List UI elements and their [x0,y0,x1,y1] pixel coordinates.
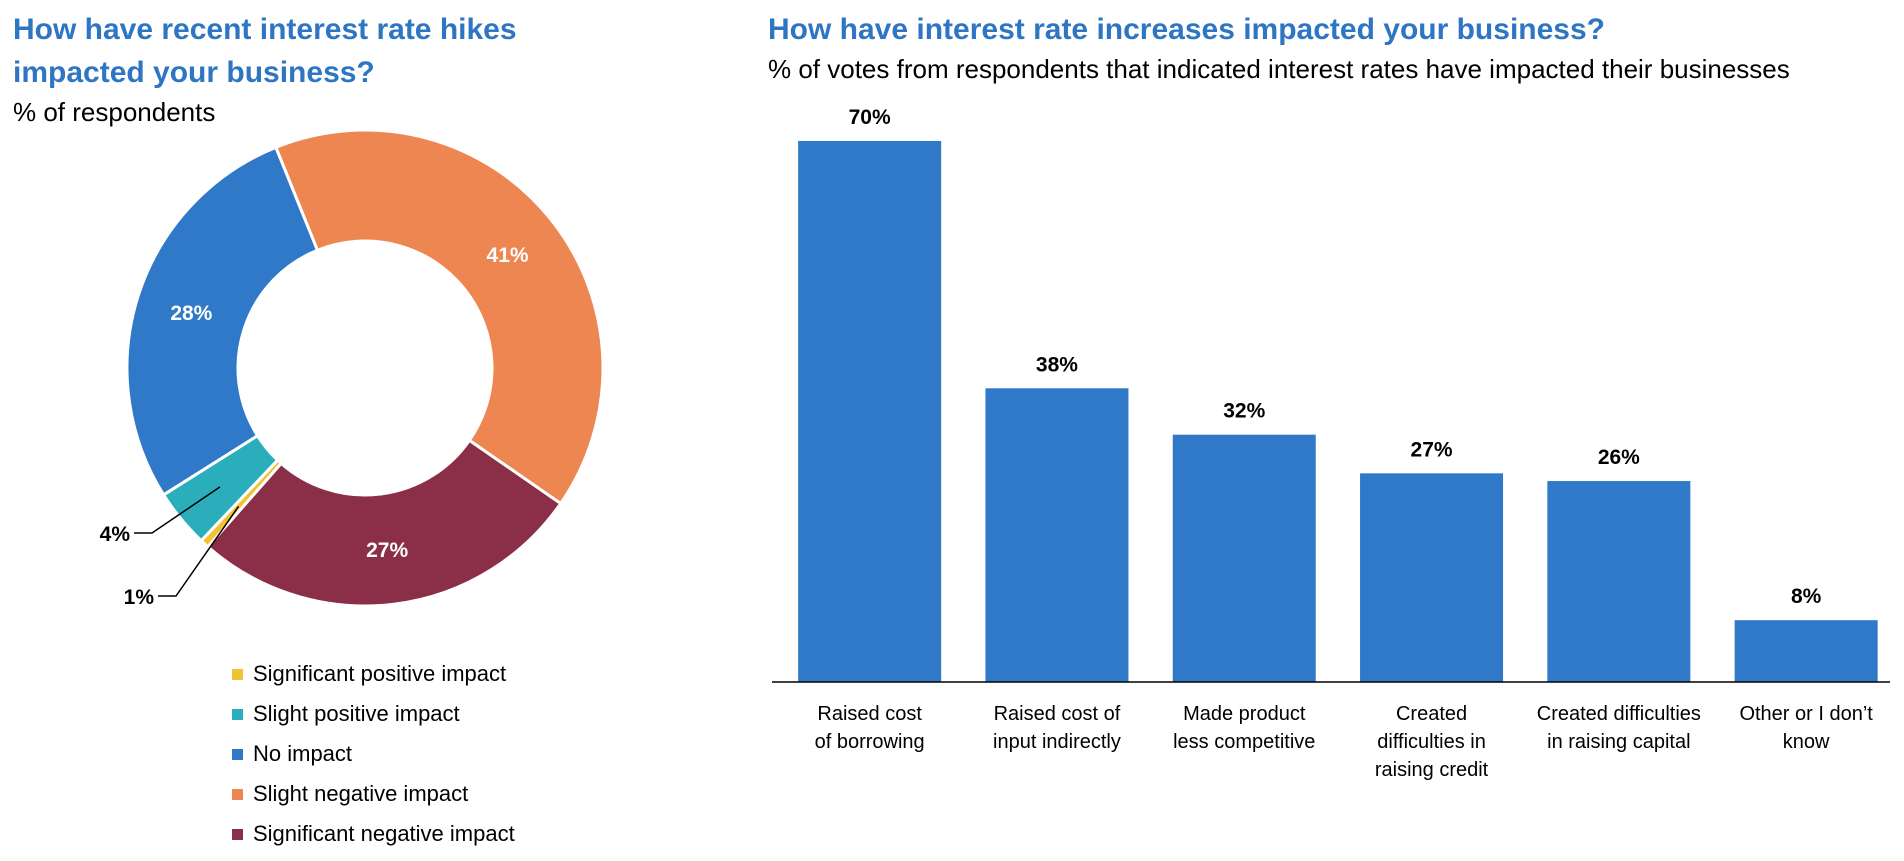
donut-data-label: 4% [100,523,131,546]
legend-item: Significant negative impact [232,814,515,854]
legend-label: Significant negative impact [253,821,515,846]
bar-category-label: Created difficulties in raising credit [1375,703,1489,781]
legend-swatch [232,788,243,800]
donut-slice-significant-negative-impact [205,438,563,608]
legend-item: Slight positive impact [232,694,515,734]
legend-label: Slight positive impact [253,701,460,726]
donut-data-label: 1% [124,586,155,609]
bar-category-label: Other or I don’t know [1739,703,1873,753]
legend-swatch [232,828,243,840]
bar-3 [1360,473,1504,682]
legend-swatch [232,668,243,680]
legend-item: Slight negative impact [232,774,515,814]
bar-data-label: 27% [1411,438,1453,461]
donut-leader-line [158,506,240,597]
legend-swatch [232,708,243,720]
bar-4 [1547,481,1691,682]
bar-category-label: Created difficulties in raising capital [1537,703,1701,753]
donut-legend: Significant positive impact Slight positi… [232,654,515,854]
legend-swatch [232,748,243,760]
bar-5 [1734,620,1878,682]
donut-chart-title: How have recent interest rate hikes impa… [13,13,517,89]
bar-data-label: 8% [1791,585,1822,608]
bar-data-label: 70% [849,106,891,129]
donut-slice-slight-negative-impact [273,128,605,506]
bar-data-label: 38% [1036,353,1078,376]
donut-data-label: 41% [487,244,529,267]
legend-item: No impact [232,734,515,774]
bar-category-label: Made product less competitive [1173,703,1315,753]
donut-data-label: 27% [366,539,408,562]
legend-label: Slight negative impact [253,781,469,806]
bar-1 [985,388,1129,682]
bar-data-label: 32% [1223,400,1265,423]
donut-data-label: 28% [170,302,212,325]
bar-category-label: Raised cost of borrowing [815,703,925,753]
legend-item: Significant positive impact [232,654,515,694]
bar-0 [798,141,942,682]
bar-2 [1172,434,1316,682]
donut-leader-line [134,486,221,534]
bar-category-label: Raised cost of input indirectly [993,703,1121,753]
donut-chart-subtitle: % of respondents [13,97,216,127]
bar-chart-subtitle: % of votes from respondents that indicat… [768,54,1790,84]
legend-label: No impact [253,741,353,766]
bar-chart-title: How have interest rate increases impacte… [768,13,1605,46]
donut-slice-no-impact [125,145,320,497]
legend-label: Significant positive impact [253,661,507,686]
bar-data-label: 26% [1598,446,1640,469]
